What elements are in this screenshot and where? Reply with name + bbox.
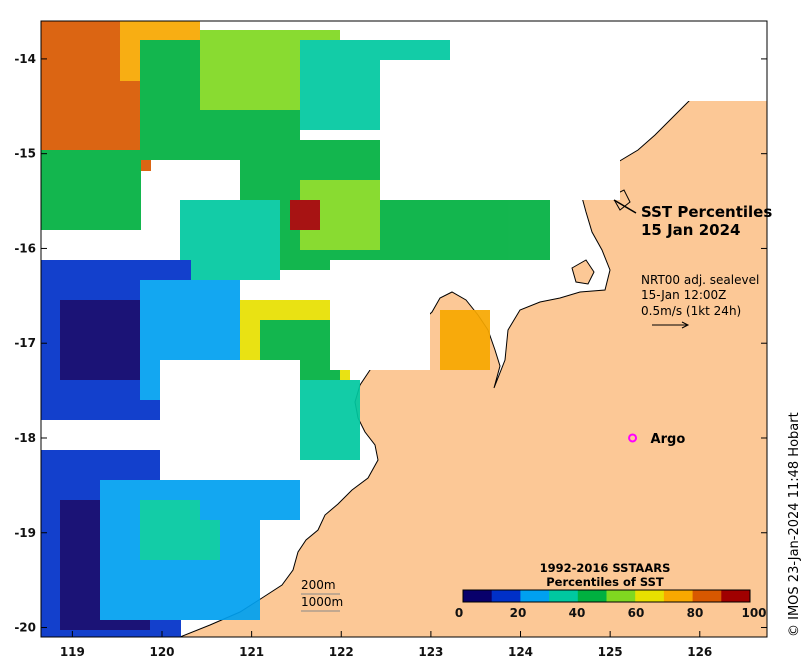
lon-tick-label: 123 — [418, 645, 443, 659]
lon-tick-label: 122 — [329, 645, 354, 659]
colorbar-segment — [549, 590, 579, 602]
lon-tick-label: 125 — [598, 645, 623, 659]
lat-tick-label: -14 — [14, 52, 36, 66]
current-info-line2: 15-Jan 12:00Z — [641, 288, 726, 302]
imos-credit: © IMOS 23-Jan-2024 11:48 Hobart — [787, 412, 802, 637]
colorbar-segment — [663, 590, 694, 602]
lon-tick-label: 120 — [149, 645, 174, 659]
colorbar-tick-label: 0 — [455, 606, 463, 620]
lat-tick-label: -17 — [14, 336, 36, 350]
current-scale-arrow — [652, 321, 690, 329]
isobath-label-1000m: 1000m — [301, 595, 343, 609]
colorbar — [462, 589, 751, 603]
no-data-gaps — [160, 21, 767, 480]
lat-axis: -14 -15 -16 -17 -18 -19 -20 — [14, 52, 767, 635]
argo-label: Argo — [651, 432, 686, 447]
colorbar-segment — [577, 590, 607, 602]
colorbar-segment — [692, 590, 722, 602]
lon-axis: 119 120 121 122 123 124 125 126 — [60, 631, 712, 659]
lon-tick-label: 119 — [60, 645, 85, 659]
sst-data — [41, 21, 550, 637]
colorbar-title-line2: Percentiles of SST — [546, 575, 664, 589]
colorbar-tick-label: 40 — [569, 606, 586, 620]
colorbar-frame — [462, 589, 751, 603]
lat-tick-label: -18 — [14, 431, 36, 445]
lon-tick-label: 121 — [239, 645, 264, 659]
colorbar-ticks: 0 20 40 60 80 100 — [455, 606, 767, 620]
current-info-line3: 0.5m/s (1kt 24h) — [641, 304, 741, 318]
current-info-line1: NRT00 adj. sealevel — [641, 273, 759, 287]
colorbar-tick-label: 100 — [741, 606, 766, 620]
colorbar-tick-label: 20 — [510, 606, 527, 620]
lat-tick-label: -16 — [14, 241, 36, 255]
lat-tick-label: -20 — [14, 621, 36, 635]
lat-tick-label: -19 — [14, 526, 36, 540]
colorbar-title-line1: 1992-2016 SSTAARS — [540, 561, 671, 575]
title-pointer — [613, 199, 637, 214]
colorbar-segment — [463, 590, 493, 602]
plot-frame — [40, 20, 768, 638]
map-title-line1: SST Percentiles — [641, 203, 772, 221]
colorbar-segment — [635, 590, 665, 602]
colorbar-segment — [491, 590, 521, 602]
colorbar-tick-label: 80 — [687, 606, 704, 620]
lon-tick-label: 126 — [687, 645, 712, 659]
map-title-line2: 15 Jan 2024 — [641, 221, 740, 239]
island-1 — [571, 259, 595, 285]
lon-tick-label: 124 — [508, 645, 533, 659]
colorbar-segment — [520, 590, 550, 602]
colorbar-segment — [606, 590, 636, 602]
isobath-label-200m: 200m — [301, 578, 336, 592]
colorbar-tick-label: 60 — [628, 606, 645, 620]
colorbar-segment — [721, 590, 751, 602]
argo-float-marker — [628, 433, 638, 443]
lat-tick-label: -15 — [14, 147, 36, 161]
